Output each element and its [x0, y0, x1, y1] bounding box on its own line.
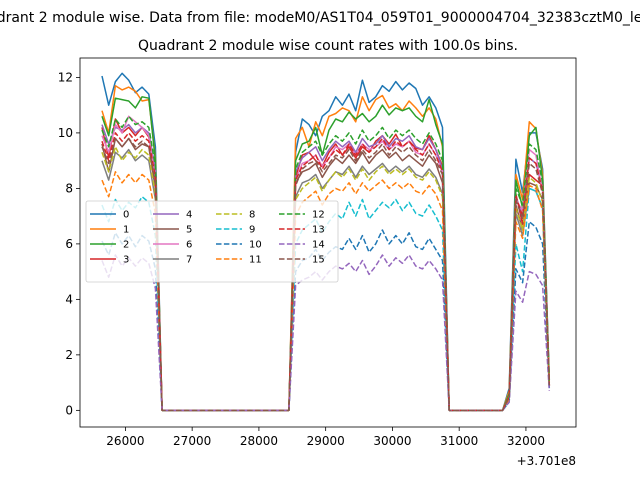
y-tick-label: 10	[58, 126, 73, 140]
legend-label: 5	[186, 225, 192, 236]
y-tick-label: 12	[58, 70, 73, 84]
legend-label: 2	[123, 240, 129, 251]
legend-frame	[85, 200, 339, 283]
y-tick-label: 0	[65, 403, 73, 417]
legend-label: 8	[249, 210, 255, 221]
legend-label: 15	[312, 255, 325, 266]
x-tick-label: 31000	[440, 434, 478, 448]
x-tick-label: 27000	[173, 434, 211, 448]
chart-title: Quadrant 2 module wise count rates with …	[138, 38, 518, 54]
x-tick-label: 32000	[507, 434, 545, 448]
y-tick-label: 8	[65, 181, 73, 195]
legend-label: 10	[249, 240, 262, 251]
series-line-15	[101, 137, 551, 412]
x-axis: 26000 27000 28000 29000 30000 31000 32000	[106, 427, 545, 448]
legend-label: 0	[123, 210, 129, 221]
legend-label: 14	[312, 240, 325, 251]
legend-label: 6	[186, 240, 192, 251]
y-axis: 0 2 4 6 8 10 12	[58, 70, 80, 417]
x-tick-label: 30000	[373, 434, 411, 448]
x-tick-label: 29000	[307, 434, 345, 448]
figure-suptitle: Light curves for Quadrant 2 module wise.…	[0, 10, 640, 26]
legend-label: 11	[249, 255, 262, 266]
y-tick-label: 6	[65, 237, 73, 251]
x-tick-label: 28000	[240, 434, 278, 448]
legend-label: 7	[186, 255, 192, 266]
y-tick-label: 2	[65, 348, 73, 362]
legend-label: 3	[123, 255, 129, 266]
y-tick-label: 4	[65, 292, 73, 306]
legend-label: 9	[249, 225, 255, 236]
legend-label: 13	[312, 225, 325, 236]
x-tick-label: 26000	[106, 434, 144, 448]
x-offset-label: +3.701e8	[517, 454, 576, 468]
axes-frame	[79, 57, 577, 428]
legend-label: 1	[123, 225, 129, 236]
legend-label: 12	[312, 210, 325, 221]
legend-label: 4	[186, 210, 192, 221]
